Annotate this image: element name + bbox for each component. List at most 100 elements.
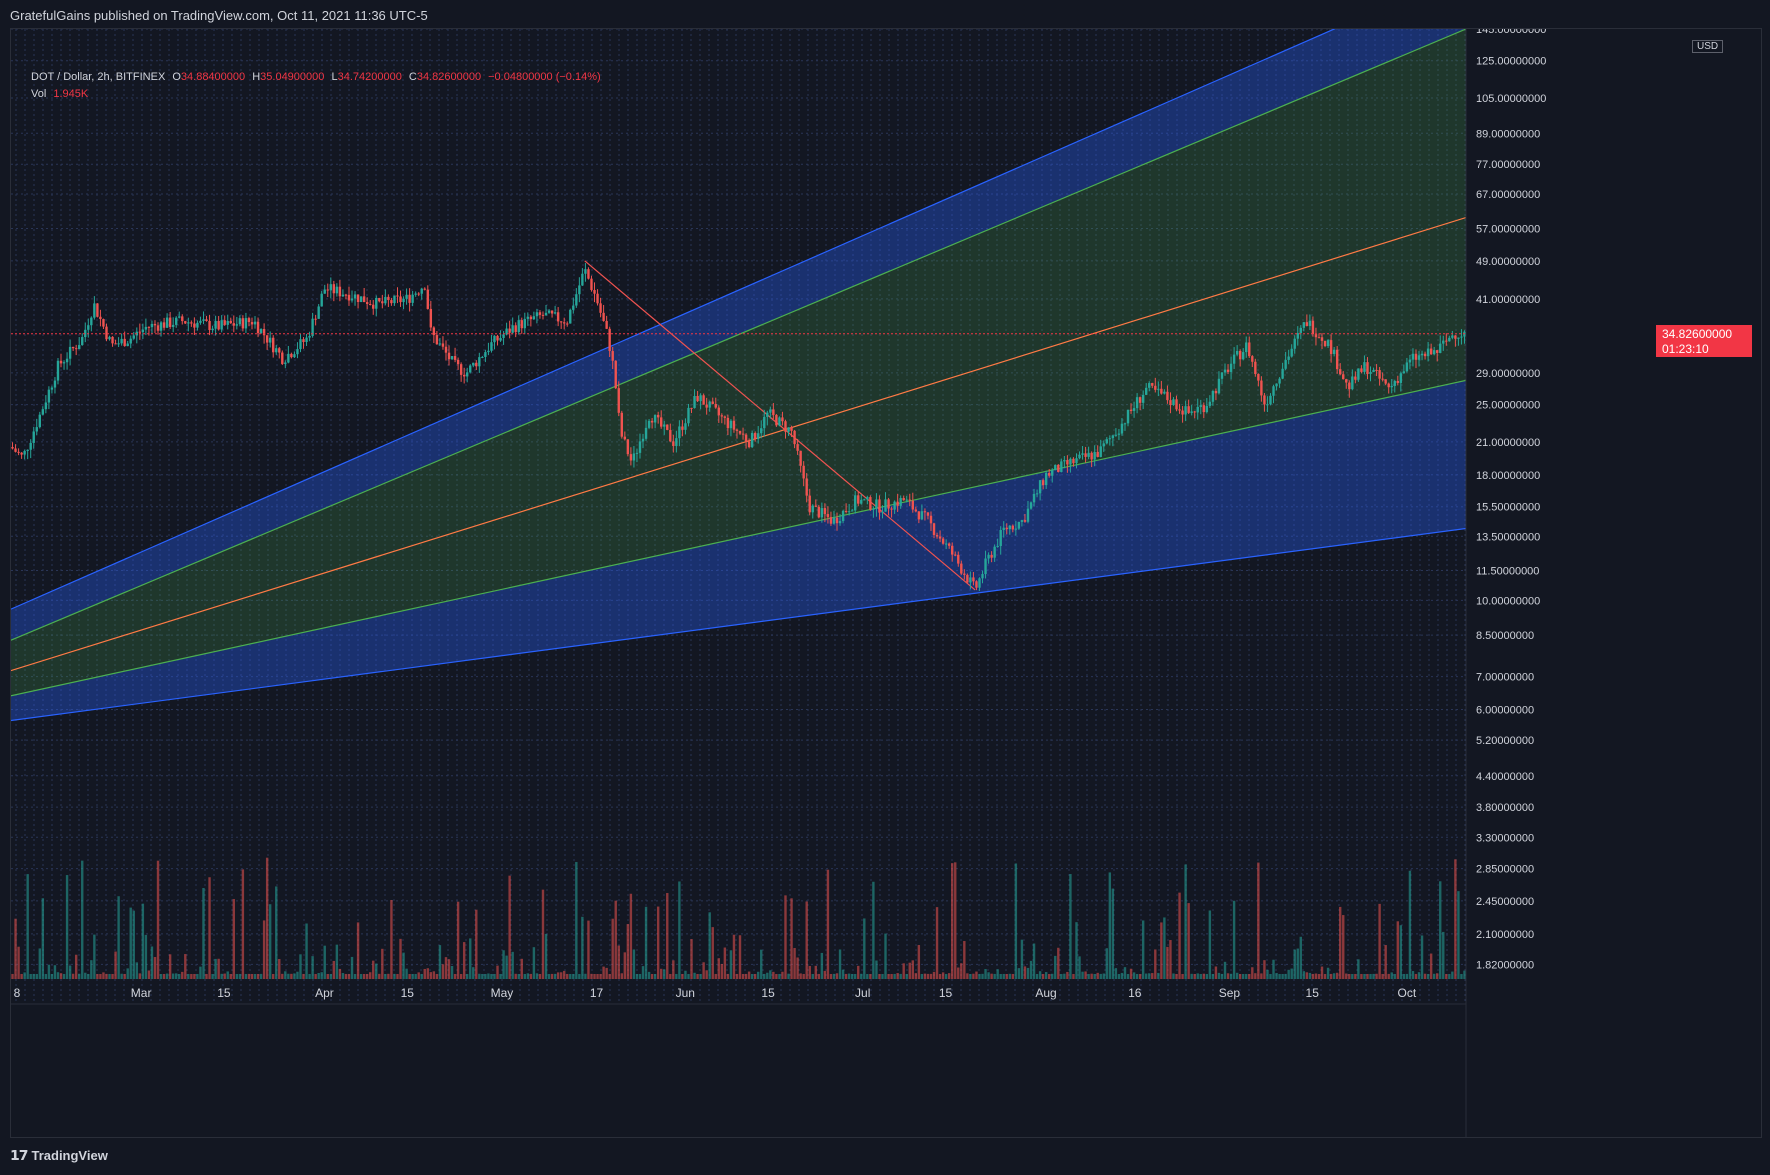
y-tick-label: 77.00000000: [1476, 159, 1540, 171]
candle-body: [120, 338, 123, 344]
candle-body: [884, 499, 887, 512]
volume-bar: [1263, 960, 1266, 979]
volume-bar: [747, 971, 751, 979]
candle-body: [1290, 348, 1293, 357]
volume-value: 1.945K: [53, 88, 89, 100]
candle-body: [690, 407, 693, 409]
volume-bar: [741, 974, 745, 979]
footer[interactable]: 𝟭𝟳 TradingView: [10, 1147, 108, 1164]
band-fill-lower-blue: [11, 380, 1466, 721]
volume-bar: [1169, 940, 1172, 979]
volume-label[interactable]: Vol: [31, 88, 47, 100]
volume-bar: [1196, 973, 1199, 979]
candle-body: [575, 294, 578, 306]
candle-body: [881, 511, 884, 513]
volume-bar: [1123, 967, 1127, 979]
candle-body: [281, 352, 284, 364]
candle-body: [720, 415, 724, 417]
volume-bar: [593, 974, 596, 979]
volume-bar: [684, 970, 687, 979]
candle-body: [405, 294, 408, 299]
candle-body: [123, 338, 126, 347]
volume-bar: [584, 973, 587, 979]
volume-bar: [1184, 864, 1187, 979]
candle-body: [784, 421, 787, 432]
candle-body: [484, 352, 487, 357]
volume-bar: [323, 945, 326, 979]
candle-body: [817, 506, 821, 518]
candle-body: [1305, 322, 1309, 326]
volume-bar: [311, 956, 314, 979]
x-tick-label: Jun: [676, 986, 695, 1000]
candle-body: [1451, 335, 1454, 338]
volume-bar: [650, 974, 654, 979]
candle-body: [1078, 454, 1081, 459]
volume-bar: [414, 973, 417, 979]
volume-bar: [541, 889, 545, 979]
volume-bar: [1211, 973, 1215, 979]
volume-bar: [365, 973, 369, 979]
candle-body: [414, 293, 417, 295]
last-price-tag: 34.82600000 01:23:10: [1656, 324, 1752, 357]
volume-bar: [1226, 973, 1230, 979]
volume-bar: [753, 974, 757, 979]
candle-body: [923, 511, 927, 513]
volume-bar: [1260, 973, 1263, 979]
candle-body: [669, 429, 672, 442]
candle-body: [1375, 370, 1378, 372]
candle-body: [1448, 337, 1451, 342]
volume-bar: [693, 972, 696, 979]
candle-body: [1169, 400, 1172, 406]
volume-bar: [784, 895, 787, 979]
volume-bar: [462, 942, 466, 979]
volume-bar: [996, 969, 999, 979]
candle-body: [68, 346, 72, 359]
symbol-label[interactable]: DOT / Dollar, 2h, BITFINEX: [31, 71, 166, 83]
candle-body: [966, 574, 969, 583]
volume-bar: [196, 973, 199, 979]
candle-body: [878, 499, 881, 513]
candle-body: [1351, 376, 1354, 390]
price-chart[interactable]: 145.00000000 125.00000000 105.00000000 89.0…: [11, 29, 1761, 1137]
candle-body: [535, 312, 539, 317]
volume-bar: [760, 949, 763, 979]
volume-bar: [396, 973, 399, 979]
volume-bar: [20, 973, 23, 979]
candle-body: [1426, 348, 1430, 357]
candle-body: [296, 349, 299, 355]
volume-bar: [944, 973, 948, 979]
volume-bar: [1141, 920, 1145, 979]
y-tick-label: 10.00000000: [1476, 595, 1540, 607]
candle-body: [1411, 353, 1415, 360]
candle-body: [1108, 438, 1112, 440]
candle-body: [914, 509, 918, 512]
candle-body: [93, 303, 96, 318]
candle-body: [823, 508, 827, 515]
candle-body: [963, 573, 966, 575]
volume-bar: [1051, 973, 1054, 979]
candle-body: [999, 529, 1002, 547]
volume-bar: [232, 899, 235, 979]
candle-body: [844, 510, 848, 512]
volume-bar: [1354, 974, 1357, 979]
candle-body: [781, 417, 784, 422]
currency-badge[interactable]: USD: [1692, 40, 1724, 53]
volume-bar: [171, 973, 175, 979]
candle-body: [1342, 374, 1345, 380]
volume-bar: [53, 965, 57, 979]
volume-bar: [1190, 973, 1193, 979]
volume-bar: [708, 912, 711, 979]
volume-bar: [87, 973, 90, 979]
volume-bar: [1281, 973, 1284, 979]
chart-frame[interactable]: 145.00000000 125.00000000 105.00000000 89.0…: [10, 28, 1762, 1138]
volume-bar: [517, 973, 520, 979]
volume-bar: [1426, 973, 1430, 979]
volume-bar: [1345, 973, 1348, 979]
candle-body: [796, 444, 799, 451]
candle-body: [150, 323, 154, 328]
candle-body: [696, 395, 699, 402]
candle-body: [114, 343, 117, 345]
volume-bar: [578, 973, 581, 979]
volume-bar: [299, 954, 302, 979]
candle-body: [1360, 368, 1363, 372]
